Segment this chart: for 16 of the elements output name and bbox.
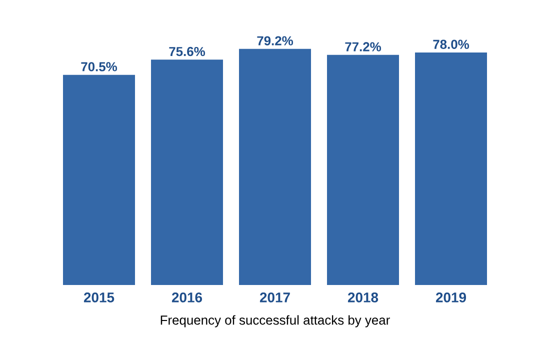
data-label: 70.5% xyxy=(81,62,118,72)
bar xyxy=(239,48,311,285)
data-label: 77.2% xyxy=(345,42,382,52)
data-label: 78.0% xyxy=(433,40,470,49)
x-tick-label: 2015 xyxy=(84,292,114,302)
bar xyxy=(151,60,223,285)
x-tick-label: 2016 xyxy=(172,292,202,302)
x-tick-label: 2019 xyxy=(436,292,466,302)
bar xyxy=(327,54,399,285)
data-label: 75.6% xyxy=(169,46,206,56)
x-tick-label: 2017 xyxy=(260,292,290,302)
data-label: 79.2% xyxy=(257,36,294,46)
x-tick-label: 2018 xyxy=(348,292,378,302)
bar xyxy=(415,52,487,285)
bar xyxy=(63,74,135,285)
x-axis-title: Frequency of successful attacks by year xyxy=(160,315,390,328)
